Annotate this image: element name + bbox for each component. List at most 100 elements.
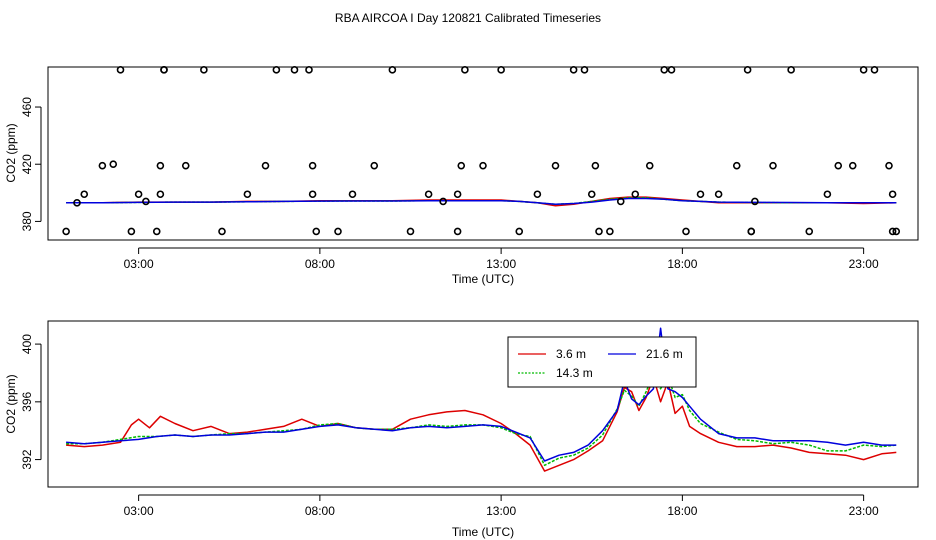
top-data-point: [142, 197, 150, 206]
legend: 3.6 m 14.3 m 21.6 m: [507, 336, 697, 388]
top-data-point: [261, 161, 270, 170]
bottom-x-tick-label: 03:00: [124, 504, 154, 518]
top-x-tick-label: 13:00: [486, 257, 516, 271]
top-data-point: [667, 66, 676, 74]
top-x-tick-label: 08:00: [305, 257, 335, 271]
top-data-point: [109, 160, 118, 169]
bottom-y-axis-label: CO2 (ppm): [4, 374, 18, 433]
top-y-axis: 380 420 460: [20, 97, 42, 231]
top-data-point: [823, 190, 832, 199]
top-data-point: [479, 161, 487, 170]
top-data-point: [305, 66, 313, 74]
top-data-point: [424, 190, 433, 199]
top-data-point: [551, 161, 560, 170]
figure-title: RBA AIRCOA I Day 120821 Calibrated Times…: [335, 11, 601, 25]
top-y-tick-label: 420: [20, 154, 34, 174]
top-data-point: [348, 190, 357, 199]
top-y-tick-label: 380: [20, 211, 34, 231]
top-data-point: [272, 66, 281, 74]
top-data-point: [127, 227, 136, 236]
top-data-point: [62, 227, 70, 236]
top-data-point: [308, 190, 317, 199]
top-data-point: [580, 66, 589, 74]
top-data-point: [334, 227, 342, 236]
top-x-tick-label: 23:00: [849, 257, 879, 271]
top-data-point: [631, 190, 640, 199]
top-data-point: [660, 66, 669, 74]
top-data-point: [406, 227, 415, 236]
bottom-x-tick-label: 08:00: [305, 504, 335, 518]
top-data-point: [200, 66, 208, 74]
legend-label-21-6m: 21.6 m: [646, 347, 683, 361]
top-x-tick-label: 18:00: [667, 257, 697, 271]
panel-top: 03:00 08:00 13:00 18:00 23:00 380 420 460 Time…: [4, 66, 919, 286]
top-data-point: [787, 66, 795, 74]
top-data-point: [747, 227, 756, 236]
bottom-x-tick-label: 23:00: [849, 504, 879, 518]
top-data-point: [243, 190, 252, 199]
top-data-point: [805, 227, 814, 236]
top-series-lines: [66, 196, 897, 207]
bottom-y-tick-label: 392: [20, 449, 34, 469]
top-data-point: [587, 190, 596, 199]
top-data-point: [370, 161, 379, 170]
top-y-axis-label: CO2 (ppm): [4, 123, 18, 182]
top-data-point: [885, 161, 893, 170]
top-data-point: [645, 161, 654, 170]
top-data-point: [497, 66, 505, 74]
bottom-x-axis: 03:00 08:00 13:00 18:00 23:00: [124, 494, 879, 518]
top-data-point: [290, 66, 299, 74]
top-data-point: [569, 66, 578, 74]
top-data-point: [457, 161, 466, 170]
bottom-plot-frame: [47, 320, 919, 488]
top-y-tick-label: 460: [20, 97, 34, 117]
top-data-point: [312, 227, 321, 236]
top-x-axis: 03:00 08:00 13:00 18:00 23:00: [124, 247, 879, 271]
top-data-point: [732, 161, 741, 170]
top-data-point: [616, 197, 625, 206]
top-x-tick-label: 03:00: [124, 257, 154, 271]
top-data-point: [533, 190, 542, 199]
top-data-point: [218, 227, 226, 236]
top-data-point: [515, 227, 524, 236]
bottom-series-line-s143: [66, 373, 897, 467]
top-points: [62, 66, 901, 236]
panel-bottom: 03:00 08:00 13:00 18:00 23:00 392 396 400 Time…: [4, 320, 919, 539]
top-data-point: [591, 161, 600, 170]
top-data-point: [453, 190, 462, 199]
top-data-point: [848, 161, 857, 170]
top-data-point: [751, 197, 759, 206]
top-data-point: [834, 161, 843, 170]
top-data-point: [156, 190, 165, 199]
bottom-x-tick-label: 18:00: [667, 504, 697, 518]
legend-label-3-6m: 3.6 m: [556, 347, 586, 361]
top-data-point: [696, 190, 705, 199]
top-data-point: [439, 197, 447, 206]
top-data-point: [308, 161, 317, 170]
top-data-point: [892, 227, 901, 236]
top-plot-frame: [47, 66, 919, 241]
legend-box: [507, 336, 697, 388]
top-data-point: [859, 66, 868, 74]
top-data-point: [595, 227, 603, 236]
top-data-point: [98, 161, 107, 170]
bottom-x-axis-label: Time (UTC): [452, 525, 514, 539]
bottom-series-line-s216: [66, 327, 897, 462]
bottom-series-line-s36: [66, 376, 897, 472]
top-data-point: [134, 190, 143, 199]
top-data-point: [769, 161, 777, 170]
top-data-point: [160, 66, 168, 74]
bottom-y-tick-label: 396: [20, 392, 34, 412]
top-series-line-s216: [66, 197, 897, 206]
top-data-point: [156, 161, 165, 170]
top-data-point: [888, 227, 897, 236]
top-data-point: [80, 190, 89, 199]
top-data-point: [73, 199, 81, 207]
top-data-point: [606, 227, 614, 236]
top-data-point: [181, 161, 190, 170]
top-x-axis-label: Time (UTC): [452, 272, 514, 286]
top-data-point: [714, 190, 723, 199]
top-data-point: [461, 66, 469, 74]
top-data-point: [152, 227, 161, 236]
